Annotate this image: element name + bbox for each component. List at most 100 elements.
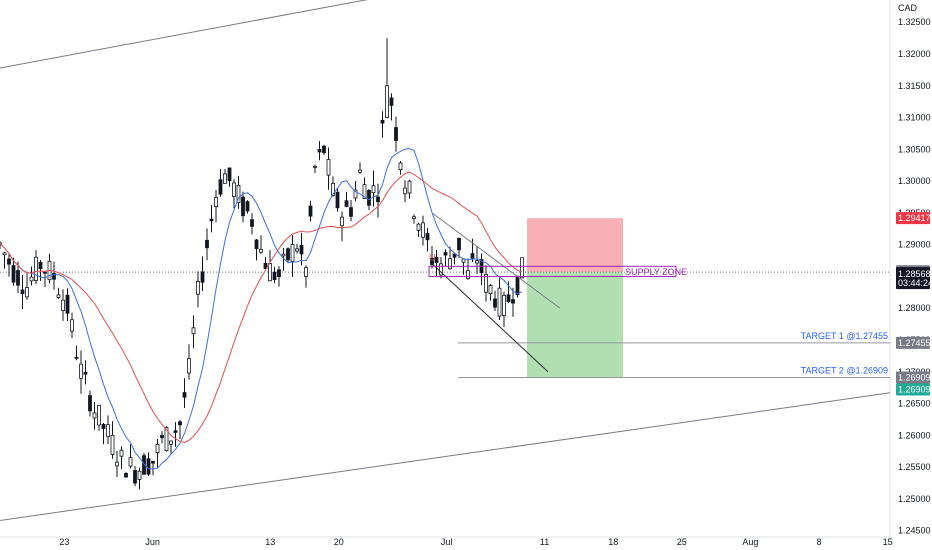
candle-body xyxy=(502,294,506,317)
candle-body xyxy=(223,173,227,184)
candle-body xyxy=(403,187,407,195)
candle-body xyxy=(349,207,353,217)
candle-body xyxy=(515,275,520,296)
x-tick-label: 23 xyxy=(59,537,69,547)
candle-body xyxy=(457,237,461,251)
target2-price-badge-bg xyxy=(896,371,930,384)
candle-body xyxy=(200,271,205,283)
candle-body xyxy=(376,196,380,203)
channel-upper-line xyxy=(0,0,368,69)
candle-body xyxy=(506,294,511,303)
target2-label: TARGET 2 @1.26909 xyxy=(801,366,888,376)
candle-body xyxy=(434,256,439,263)
pattern-upper-line xyxy=(431,212,561,309)
y-tick-label: 1.30500 xyxy=(898,144,931,154)
candle-body xyxy=(236,184,241,203)
candle-body xyxy=(358,169,362,173)
candle-body xyxy=(209,218,214,222)
candle-body xyxy=(110,435,115,455)
y-tick-label: 1.32500 xyxy=(898,17,931,27)
y-tick-label: 1.31500 xyxy=(898,81,931,91)
target1-label: TARGET 1 @1.27455 xyxy=(801,331,888,341)
x-tick-label: 11 xyxy=(540,537,549,547)
candle-body xyxy=(290,244,295,262)
x-tick-label: 25 xyxy=(677,537,687,547)
y-tick-label: 1.24500 xyxy=(898,526,931,536)
stop-loss-zone xyxy=(527,218,623,272)
supply-zone-label: SUPPLY ZONE xyxy=(625,267,687,277)
candle-body xyxy=(43,271,47,274)
candle-body xyxy=(407,180,412,194)
currency-label: CAD xyxy=(898,3,918,13)
candle-body xyxy=(70,319,74,332)
candle-body xyxy=(155,443,160,453)
candle-body xyxy=(299,244,304,255)
candle-body xyxy=(340,216,344,227)
candle-body xyxy=(191,327,196,335)
candle-body xyxy=(79,363,83,379)
target2-price-badge: 1.26909 xyxy=(898,373,931,383)
countdown-badge: 03:44:24 xyxy=(898,278,932,288)
x-tick-label: Aug xyxy=(742,537,758,547)
x-tick-label: 15 xyxy=(883,537,893,547)
candle-body xyxy=(484,273,488,293)
candle-body xyxy=(173,430,178,433)
pattern-label: U xyxy=(429,253,436,263)
supply-zone-box xyxy=(428,265,677,277)
y-tick-label: 1.31000 xyxy=(898,113,931,123)
candle-body xyxy=(398,162,403,171)
candle-body xyxy=(425,233,430,241)
y-tick-label: 1.28000 xyxy=(898,303,931,313)
candle-body xyxy=(389,97,394,106)
candles-group xyxy=(0,38,524,490)
candle-body xyxy=(380,119,385,124)
ma-fast-line xyxy=(0,148,523,470)
candle-body xyxy=(520,257,524,279)
candle-body xyxy=(101,423,106,429)
candle-body xyxy=(128,457,133,467)
y-tick-label: 1.26500 xyxy=(898,399,931,409)
candle-body xyxy=(259,249,263,253)
x-tick-label: 8 xyxy=(816,537,821,547)
candle-body xyxy=(20,289,25,294)
candle-body xyxy=(263,262,268,269)
candle-body xyxy=(74,356,79,359)
channel-lower-line xyxy=(0,392,891,521)
candle-body xyxy=(286,248,290,261)
candle-body xyxy=(169,440,173,445)
candle-body xyxy=(241,196,245,217)
candle-body xyxy=(304,267,308,277)
candle-body xyxy=(254,239,259,250)
candle-body xyxy=(497,287,502,317)
candle-body xyxy=(470,253,475,259)
candle-body xyxy=(196,281,200,295)
candle-body xyxy=(38,261,43,269)
target1-price-badge: 1.27455 xyxy=(898,338,931,348)
candle-body xyxy=(7,258,11,265)
last-price-badge: 1.28568 xyxy=(898,269,931,279)
candle-body xyxy=(421,222,425,238)
candle-body xyxy=(313,166,317,168)
candle-body xyxy=(88,395,92,412)
candle-body xyxy=(344,200,349,207)
stop-price-badge-bg xyxy=(896,212,930,225)
y-tick-label: 1.29000 xyxy=(898,240,931,250)
candle-body xyxy=(362,184,367,199)
candle-body xyxy=(160,435,164,439)
candle-body xyxy=(353,189,358,199)
candle-body xyxy=(430,257,434,265)
x-tick-label: Jun xyxy=(145,537,160,547)
candle-body xyxy=(488,285,493,294)
candle-body xyxy=(322,145,326,154)
candle-body xyxy=(83,371,88,375)
candle-body xyxy=(178,421,182,426)
candle-body xyxy=(245,201,250,212)
x-tick-label: 18 xyxy=(608,537,618,547)
candle-body xyxy=(326,159,331,176)
take-profit-zone xyxy=(527,271,623,378)
candle-body xyxy=(443,252,448,256)
y-tick-label: 1.25000 xyxy=(898,494,931,504)
candle-body xyxy=(452,253,457,258)
candle-body xyxy=(448,258,452,270)
